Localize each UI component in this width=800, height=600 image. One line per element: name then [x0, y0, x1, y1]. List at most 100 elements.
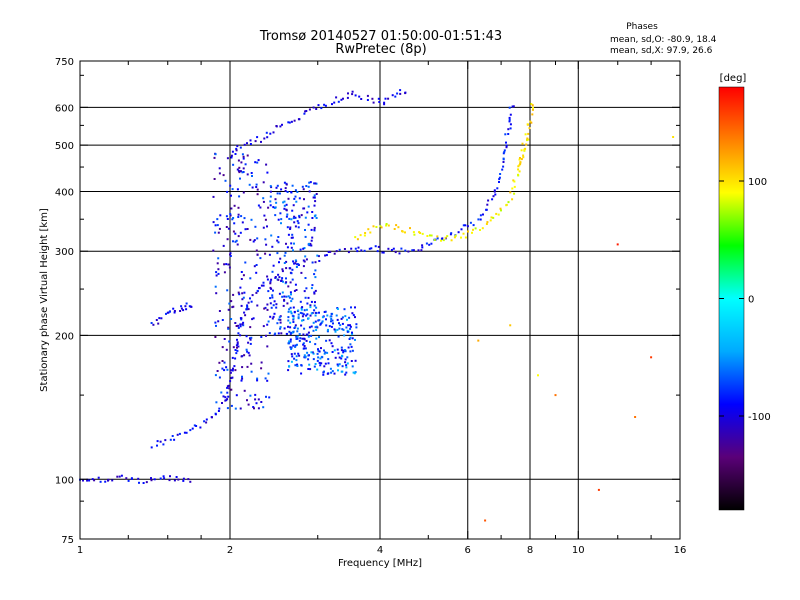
scatter-point [315, 306, 318, 309]
scatter-point [279, 318, 282, 321]
scatter-point [227, 308, 230, 311]
trace-point [472, 228, 474, 231]
scatter-point [287, 295, 290, 298]
scatter-point [291, 314, 294, 317]
trace-point [153, 478, 156, 481]
scatter-point [297, 309, 300, 312]
trace-point [236, 342, 239, 345]
trace-point [531, 104, 534, 107]
trace-point [145, 481, 148, 484]
isolated-point [509, 324, 512, 327]
trace-point [485, 208, 488, 211]
trace-point [419, 232, 422, 234]
scatter-point [314, 289, 317, 292]
trace-point [93, 479, 96, 482]
scatter-point [285, 281, 288, 284]
scatter-point [310, 228, 313, 231]
axes-ticks: 1 2 4 6 8 10 16 75 100 200 300 400 500 600 750 [55, 57, 686, 556]
trace-point [360, 249, 363, 252]
scatter-point [291, 278, 294, 281]
trace-point [127, 479, 130, 482]
trace-point [291, 268, 294, 271]
scatter-point [240, 355, 243, 358]
scatter-point [286, 302, 289, 305]
scatter-point [307, 358, 310, 361]
trace-point [335, 250, 338, 253]
scatter-point [322, 373, 325, 376]
scatter-point [334, 356, 337, 359]
trace-point [525, 143, 528, 146]
trace-point [507, 201, 510, 204]
scatter-point [215, 271, 218, 274]
trace-point [246, 142, 248, 145]
trace-point [507, 133, 510, 135]
scatter-point [267, 372, 270, 375]
scatter-point [304, 355, 307, 358]
scatter-point [249, 338, 252, 341]
scatter-point [234, 240, 237, 243]
trace-point [171, 435, 174, 437]
trace-point [116, 475, 119, 478]
scatter-point [344, 315, 347, 318]
x-tick-label: 6 [465, 545, 471, 556]
trace-point [444, 236, 447, 239]
trace-point [522, 154, 525, 157]
scatter-point [314, 182, 317, 185]
scatter-point [290, 353, 293, 356]
trace-point [396, 92, 399, 95]
scatter-point [288, 217, 291, 220]
scatter-point [223, 271, 226, 274]
scatter-point [344, 350, 347, 353]
scatter-point [241, 292, 244, 295]
scatter-point [234, 407, 237, 410]
scatter-point [336, 328, 339, 331]
scatter-point [302, 319, 305, 322]
trace-point [453, 236, 456, 239]
scatter-point [314, 326, 317, 329]
trace-point [454, 234, 457, 237]
scatter-point [302, 343, 305, 346]
scatter-point [292, 330, 295, 333]
scatter-point [270, 234, 273, 237]
scatter-point [214, 285, 217, 288]
trace-point [260, 284, 263, 287]
scatter-point [315, 193, 318, 195]
trace-point [356, 250, 359, 253]
scatter-point [277, 332, 280, 335]
scatter-point [297, 222, 300, 225]
scatter-point [240, 317, 243, 320]
scatter-point [259, 257, 262, 260]
scatter-point [301, 185, 304, 188]
trace-point [499, 173, 502, 175]
scatter-point [315, 312, 318, 314]
scatter-point [263, 307, 266, 310]
scatter-point [292, 260, 295, 263]
trace-point [150, 446, 153, 449]
scatter-point [311, 217, 314, 219]
stats-line-x: mean, sd,X: 97.9, 26.6 [610, 46, 713, 56]
scatter-point [229, 213, 232, 215]
scatter-point [291, 297, 294, 300]
colorbar-tick-label: -100 [748, 412, 771, 423]
scatter-point [283, 254, 286, 257]
scatter-point [302, 188, 305, 191]
trace-point [520, 149, 523, 152]
scatter-point [254, 225, 257, 228]
trace-point [426, 235, 429, 237]
scatter-point [287, 360, 290, 363]
trace-point [404, 231, 406, 234]
scatter-point [243, 389, 246, 392]
scatter-point [230, 318, 233, 320]
trace-point [517, 165, 520, 168]
scatter-point [240, 161, 243, 164]
trace-point [164, 439, 167, 442]
stats-heading: Phases [626, 22, 658, 32]
scatter-point [249, 337, 251, 340]
scatter-point [283, 204, 286, 207]
trace-point [499, 207, 502, 210]
scatter-point [335, 314, 338, 317]
scatter-point [282, 280, 284, 283]
trace-point [189, 429, 192, 432]
trace-point [450, 232, 453, 235]
scatter-point [324, 310, 327, 313]
